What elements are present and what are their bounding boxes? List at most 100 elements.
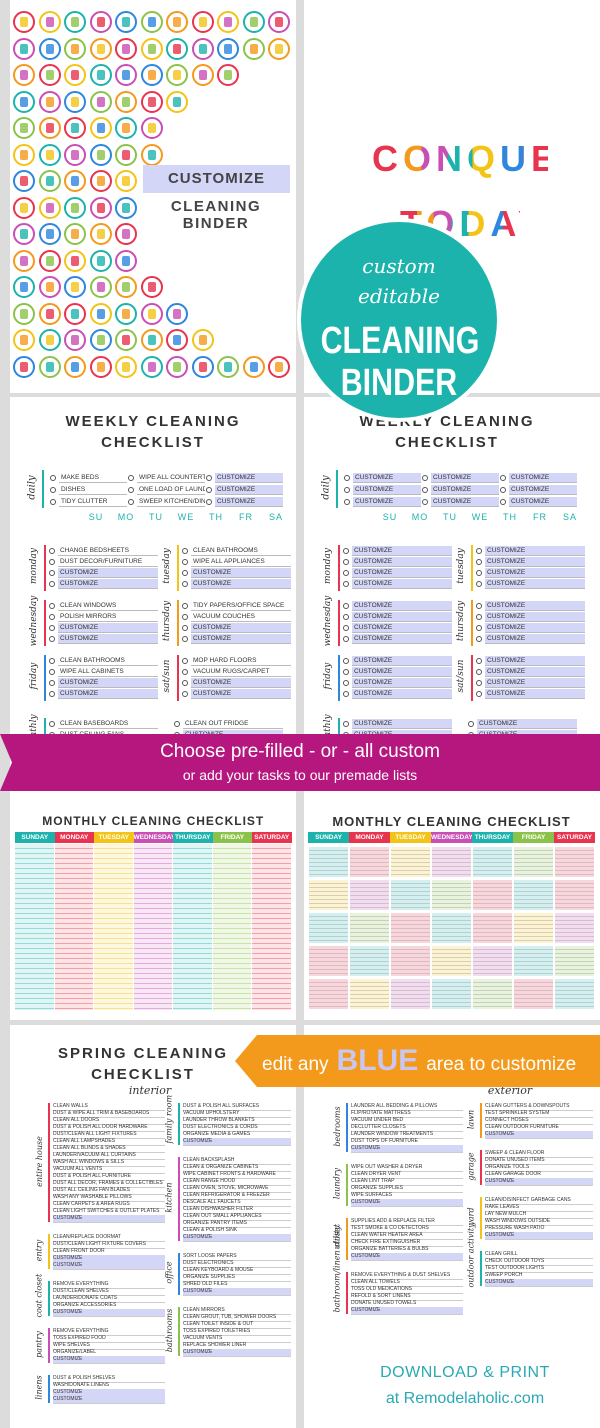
day-column — [173, 844, 213, 1010]
checklist-item: CUSTOMIZE — [431, 485, 499, 495]
day-cell — [472, 945, 513, 977]
section-label: wednesday — [323, 595, 333, 647]
icon-circle — [140, 64, 163, 86]
checklist-item: DUST & POLISH ALL SURFACES — [183, 1103, 291, 1111]
section-bar — [480, 1251, 482, 1286]
icon-circle — [166, 90, 188, 113]
icon-circle — [89, 37, 112, 60]
checklist-item: TEST SMOKE & CO DETECTORS — [351, 1225, 463, 1233]
icon — [122, 70, 130, 80]
icon — [45, 282, 54, 292]
day-cell — [554, 846, 595, 878]
checklist-item: CUSTOMIZE — [191, 689, 291, 699]
icon-circle — [89, 90, 112, 113]
section-label: pantry — [34, 1331, 44, 1358]
icon-circle — [115, 11, 137, 33]
check-circle — [343, 581, 349, 587]
day-cell — [390, 978, 431, 1010]
weekday: SA — [562, 512, 577, 522]
day-cell — [349, 912, 390, 944]
check-circle — [49, 658, 55, 664]
section-bar — [346, 1218, 348, 1260]
icon-circle — [217, 11, 239, 33]
icon — [147, 149, 156, 160]
icon-circle — [13, 11, 35, 33]
check-circle — [476, 603, 482, 609]
checklist-item: DUST & POLISH SHELVES — [53, 1375, 165, 1383]
icon-circle — [64, 37, 86, 60]
icon — [173, 43, 181, 54]
day-cell — [431, 846, 472, 878]
day-cell — [431, 912, 472, 944]
checklist-item: LAUNDER WINDOW TREATMENTS — [351, 1131, 463, 1139]
icon — [173, 96, 181, 107]
checklist-item: CHANGE BEDSHEETS — [58, 546, 158, 556]
checklist-item: CUSTOMIZE — [431, 497, 499, 507]
page — [10, 790, 296, 1020]
icon — [71, 176, 79, 186]
checklist-item: WIPE ALL COUNTERTOPS — [137, 474, 205, 483]
checklist-item: LAY NEW MULCH — [485, 1211, 593, 1219]
icon — [173, 335, 181, 345]
day-header: MONDAY — [54, 832, 94, 843]
icon-circle — [64, 355, 86, 378]
checklist-item: REMOVE EVERYTHING — [53, 1328, 165, 1336]
icon — [45, 255, 54, 266]
day-cell — [390, 879, 431, 911]
checklist-item: CUSTOMIZE — [485, 667, 585, 677]
checklist-item: WIPE ALL CABINETS — [58, 667, 158, 677]
checklist-item: CUSTOMIZE — [58, 689, 158, 699]
section-label: monday — [323, 547, 333, 584]
checklist-item: CUSTOMIZE — [353, 473, 421, 483]
day-cell — [472, 912, 513, 944]
checklist-item: CLEAN OUT SMALL APPLIANCES — [183, 1213, 291, 1221]
checklist-item: POLISH MIRRORS — [58, 612, 158, 622]
checklist-item: SWEEP & CLEAN FLOOR — [485, 1150, 593, 1158]
checklist-item: CUSTOMIZE — [485, 612, 585, 622]
day-header: THURSDAY — [173, 832, 213, 843]
checklist-item: CUSTOMIZE — [58, 634, 158, 644]
weekday: TU — [443, 512, 457, 522]
checklist-item: CUSTOMIZE — [431, 473, 499, 483]
section-bar — [178, 1103, 180, 1145]
icon — [71, 335, 79, 345]
icon-circle — [268, 11, 290, 33]
icon — [71, 255, 79, 266]
check-circle — [49, 669, 55, 675]
weekday: TH — [503, 512, 517, 522]
day-cell — [554, 879, 595, 911]
checklist-item: CUSTOMIZE — [485, 1178, 593, 1186]
icon-circle — [38, 276, 61, 298]
section-bar — [338, 600, 340, 646]
section-label: sat/sun — [456, 659, 466, 693]
icon — [45, 123, 54, 133]
section-bar — [338, 545, 340, 591]
day-header: FRIDAY — [212, 832, 252, 843]
icon-circle — [89, 117, 112, 139]
icon-circle — [115, 276, 137, 298]
icon-circle — [38, 117, 61, 139]
weekday: SA — [268, 512, 283, 522]
banner — [235, 1035, 600, 1087]
icon — [20, 361, 28, 372]
checklist-item: CUSTOMIZE — [183, 1234, 291, 1242]
icon-circle — [115, 249, 137, 272]
icon-circle — [64, 170, 86, 192]
checklist-item: CLEAN LINT TRAP — [351, 1178, 463, 1186]
icon-circle — [89, 196, 112, 219]
checklist-item: CUSTOMIZE — [477, 719, 577, 729]
checklist-item: CLEAN GUTTERS & DOWNSPOUTS — [485, 1103, 593, 1111]
icon-circle — [140, 90, 163, 113]
section-bar — [48, 1281, 50, 1316]
icon — [96, 202, 105, 213]
check-circle — [343, 691, 349, 697]
banner-word: area to customize — [426, 1054, 577, 1075]
check-circle — [343, 721, 349, 727]
check-circle — [476, 636, 482, 642]
page-title: MONTHLY CLEANING CHECKLIST — [332, 814, 571, 829]
weekday: FR — [533, 512, 547, 522]
sub-title: interior — [128, 1084, 172, 1097]
day-column — [15, 844, 55, 1010]
checklist-item: CHECK OUTDOOR TOYS — [485, 1258, 593, 1266]
weekday: MO — [411, 512, 429, 522]
